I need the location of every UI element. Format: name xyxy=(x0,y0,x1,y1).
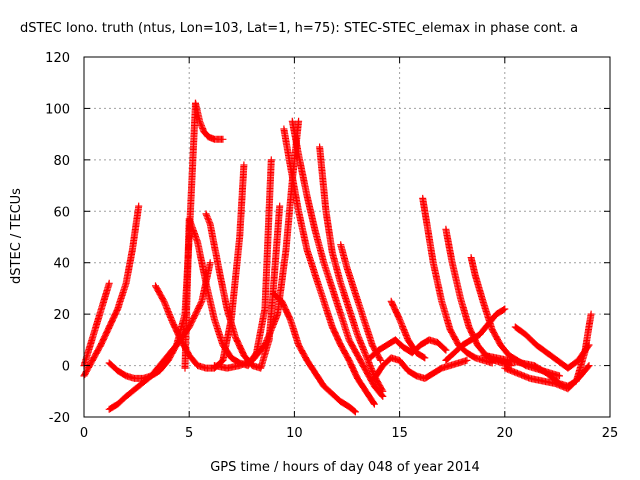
data-markers xyxy=(366,336,450,362)
series-trace xyxy=(105,259,214,413)
series-trace xyxy=(269,290,359,416)
y-tick-label: 0 xyxy=(62,360,70,375)
data-markers xyxy=(442,305,509,364)
data-markers xyxy=(280,125,378,408)
y-tick-label: 20 xyxy=(53,308,70,323)
data-markers xyxy=(202,202,284,372)
series-trace xyxy=(202,202,284,372)
data-markers xyxy=(501,362,593,393)
data-markers xyxy=(419,194,496,367)
data-points xyxy=(80,99,595,416)
x-tick-label: 15 xyxy=(391,426,408,441)
data-markers xyxy=(370,354,471,382)
x-tick-label: 20 xyxy=(497,426,514,441)
y-tick-label: 100 xyxy=(45,102,70,117)
x-axis-label: GPS time / hours of day 048 of year 2014 xyxy=(210,460,480,475)
y-tick-label: -20 xyxy=(49,411,70,426)
data-markers xyxy=(181,156,275,372)
data-markers xyxy=(288,117,387,400)
series-trace xyxy=(192,99,227,143)
series-trace xyxy=(316,143,387,395)
data-markers xyxy=(337,241,385,364)
y-tick-label: 60 xyxy=(53,205,70,220)
series-trace xyxy=(288,117,387,400)
y-tick-label: 120 xyxy=(45,51,70,66)
series-trace xyxy=(387,297,429,362)
data-markers xyxy=(105,259,214,413)
data-markers xyxy=(387,297,429,362)
data-markers xyxy=(192,99,227,143)
series-trace xyxy=(419,194,496,367)
series-trace xyxy=(442,305,509,364)
x-tick-label: 0 xyxy=(80,426,88,441)
x-tick-label: 25 xyxy=(602,426,619,441)
x-tick-label: 5 xyxy=(185,426,193,441)
y-axis-label: dSTEC / TECUs xyxy=(9,188,24,284)
x-tick-labels: 0 5 10 15 20 25 xyxy=(80,426,618,441)
axis-ticks xyxy=(83,56,611,418)
data-markers xyxy=(269,290,359,416)
series-trace xyxy=(366,336,450,362)
y-tick-label: 80 xyxy=(53,154,70,169)
plot-frame xyxy=(83,56,611,418)
y-tick-labels: -20 0 20 40 60 80 100 120 xyxy=(45,51,70,426)
series-trace xyxy=(370,354,471,382)
series-trace xyxy=(501,362,593,393)
series-trace xyxy=(181,156,275,372)
x-tick-label: 10 xyxy=(286,426,303,441)
chart-title: dSTEC Iono. truth (ntus, Lon=103, Lat=1,… xyxy=(20,21,578,36)
data-markers xyxy=(316,143,387,395)
y-tick-label: 40 xyxy=(53,257,70,272)
series-trace xyxy=(280,125,378,408)
series-trace xyxy=(337,241,385,364)
